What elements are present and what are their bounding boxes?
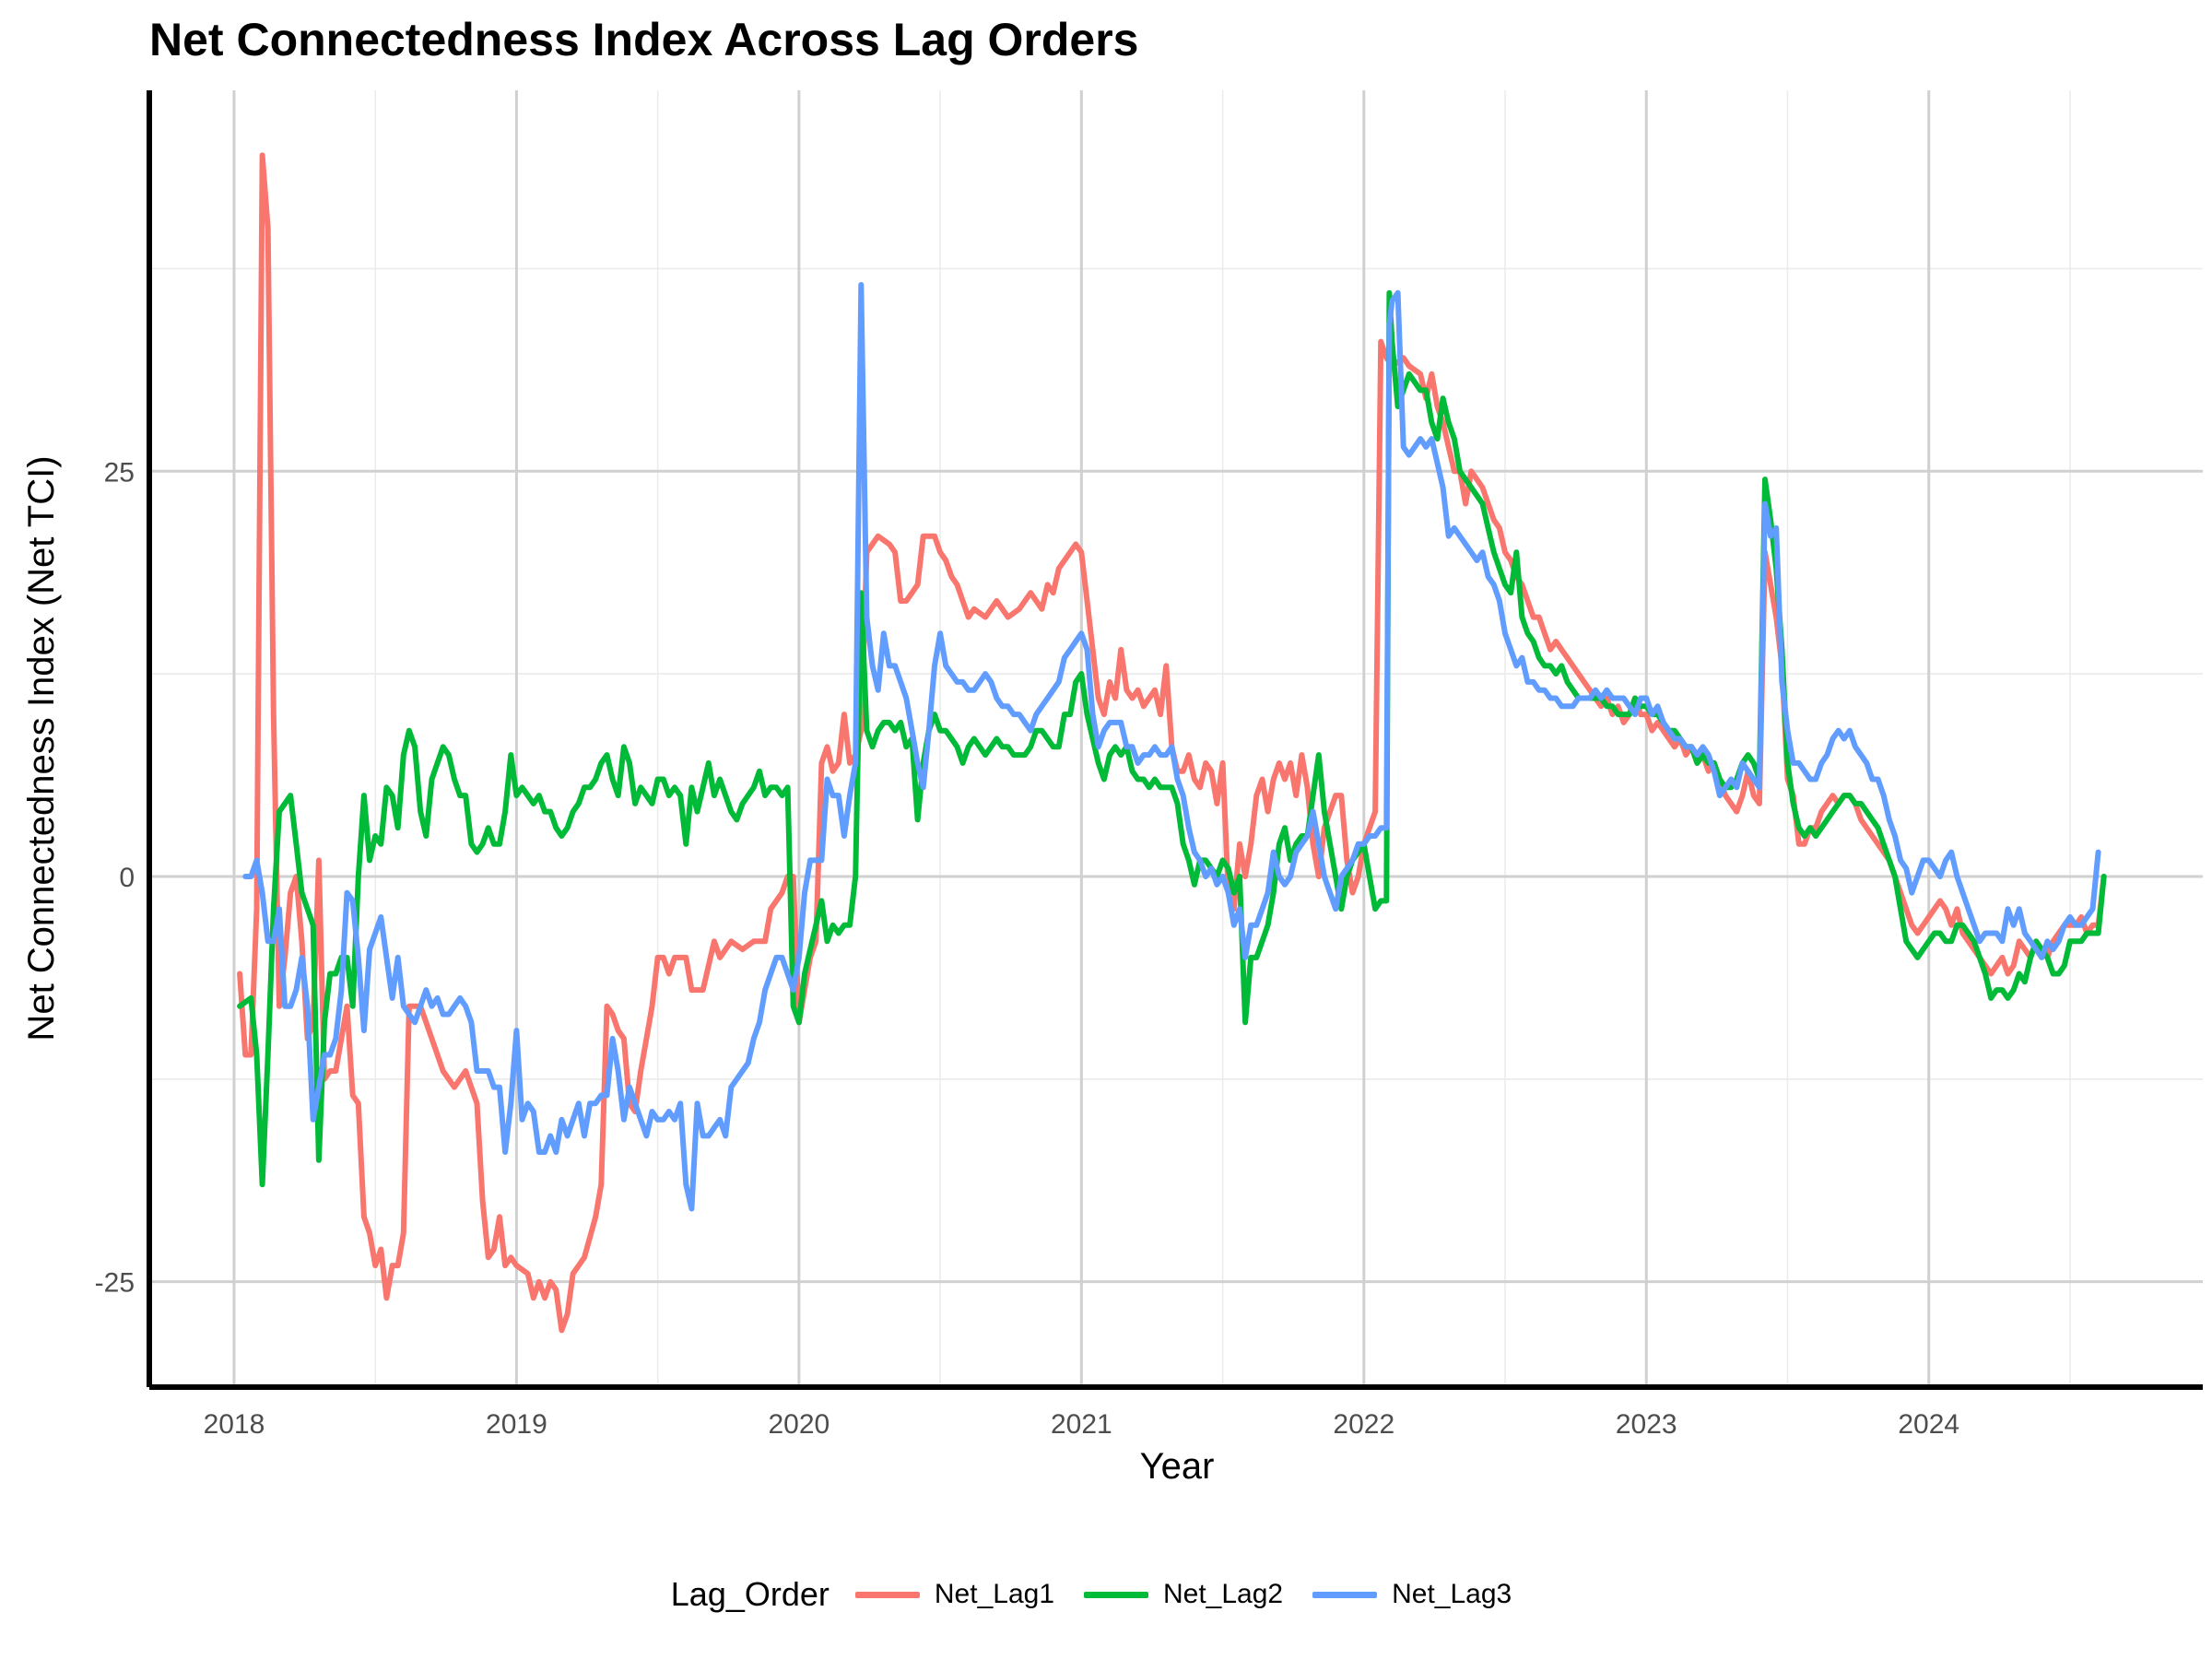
legend-swatch-net-lag2: [1084, 1591, 1148, 1598]
y-tick-label: 25: [104, 457, 135, 488]
chart-title: Net Connectedness Index Across Lag Order…: [149, 14, 1139, 65]
legend: Lag_Order Net_Lag1 Net_Lag2 Net_Lag3: [0, 1567, 2212, 1622]
legend-title: Lag_Order: [670, 1575, 830, 1613]
x-axis-title: Year: [1140, 1446, 1215, 1487]
legend-item-net-lag3: Net_Lag3: [1312, 1579, 1512, 1610]
series-lines: [237, 152, 2107, 1334]
x-tick-label: 2020: [768, 1409, 830, 1440]
y-tick-label: 0: [119, 863, 135, 893]
x-tick-label: 2018: [204, 1409, 265, 1440]
x-tick-label: 2024: [1898, 1409, 1959, 1440]
legend-label-net-lag3: Net_Lag3: [1392, 1579, 1512, 1609]
series-line-net-lag3: [242, 282, 2101, 1212]
x-tick-label: 2022: [1333, 1409, 1394, 1440]
y-tick-label: -25: [95, 1268, 135, 1299]
series-line-net-lag2: [237, 289, 2107, 1188]
x-tick-label: 2019: [486, 1409, 547, 1440]
legend-swatch-net-lag1: [854, 1591, 920, 1598]
series-line-net-lag1: [237, 152, 2107, 1334]
grid-lines: [149, 90, 2203, 1387]
y-axis-title: Net Connectedness Index (Net TCI): [21, 455, 62, 1041]
x-tick-label: 2021: [1051, 1409, 1112, 1440]
tick-labels: 2018 2019 2020 2021 2022 2023 2024 -25 0 25: [95, 457, 1959, 1440]
legend-label-net-lag2: Net_Lag2: [1163, 1579, 1284, 1609]
legend-item-net-lag2: Net_Lag2: [1084, 1579, 1283, 1610]
legend-label-net-lag1: Net_Lag1: [934, 1579, 1054, 1609]
legend-swatch-net-lag3: [1312, 1591, 1378, 1598]
axes: [147, 90, 2203, 1390]
legend-item-net-lag1: Net_Lag1: [854, 1579, 1054, 1610]
x-tick-label: 2023: [1616, 1409, 1677, 1440]
